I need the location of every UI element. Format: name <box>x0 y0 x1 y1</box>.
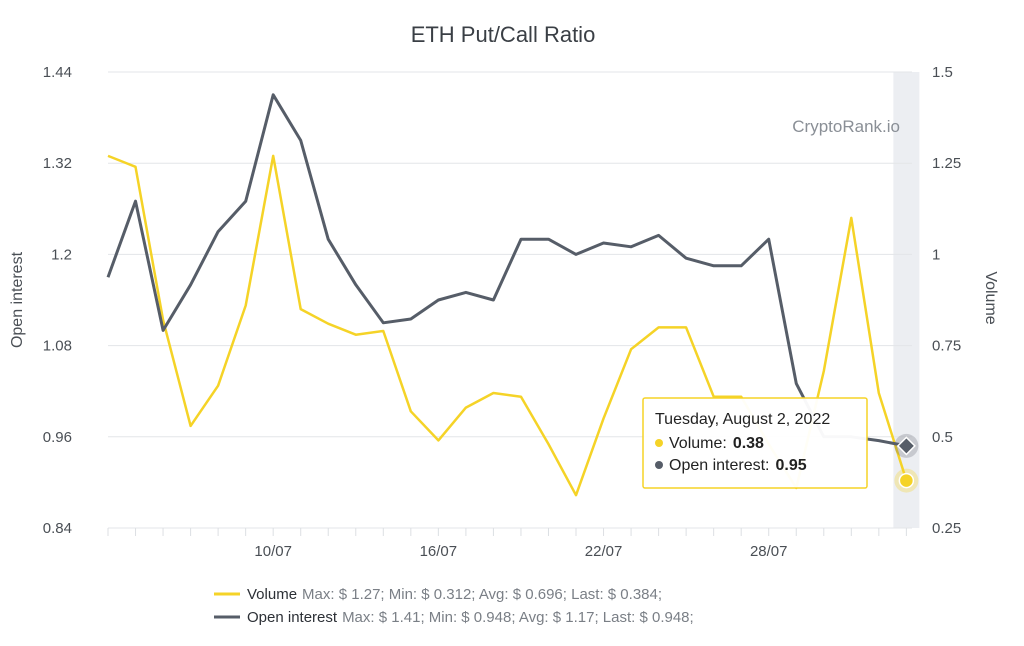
series-line-open-interest <box>106 93 907 448</box>
tooltip-swatch <box>655 461 663 469</box>
left-tick-label: 0.84 <box>43 520 72 537</box>
right-tick-label: 0.25 <box>932 520 961 537</box>
tooltip-swatch <box>655 439 663 447</box>
tooltip-row-value: 0.38 <box>733 435 764 452</box>
legend-stats: Max: $ 1.27; Min: $ 0.312; Avg: $ 0.696;… <box>302 586 662 603</box>
volume-marker <box>898 472 915 489</box>
legend-name: Volume <box>247 586 297 603</box>
tooltip-box <box>642 397 868 489</box>
tooltip-row: Open interest: 0.95 <box>669 457 807 474</box>
legend-entry: Volume Max: $ 1.27; Min: $ 0.312; Avg: $ … <box>247 586 662 603</box>
x-tick-label: 16/07 <box>420 543 458 560</box>
chart-title: ETH Put/Call Ratio <box>411 22 596 47</box>
x-tick-label: 10/07 <box>254 543 292 560</box>
left-axis-title: Open interest <box>9 251 26 348</box>
open-interest-marker <box>896 436 916 456</box>
x-tick-label: 22/07 <box>585 543 623 560</box>
tooltip-row: Volume: 0.38 <box>669 435 764 452</box>
x-tick-label: 28/07 <box>750 543 788 560</box>
tooltip-date: Tuesday, August 2, 2022 <box>655 411 830 428</box>
right-tick-label: 0.75 <box>932 338 961 355</box>
legend-name: Open interest <box>247 609 338 626</box>
right-tick-label: 0.5 <box>932 429 953 446</box>
left-tick-label: 1.44 <box>43 64 72 81</box>
right-tick-label: 1 <box>932 246 940 263</box>
tooltip-row-label: Volume: <box>669 435 727 452</box>
left-tick-label: 1.32 <box>43 155 72 172</box>
legend-entry: Open interest Max: $ 1.41; Min: $ 0.948; … <box>247 609 694 626</box>
right-tick-label: 1.5 <box>932 64 953 81</box>
left-tick-label: 1.2 <box>51 246 72 263</box>
left-tick-label: 0.96 <box>43 429 72 446</box>
hover-band <box>893 72 920 528</box>
right-tick-label: 1.25 <box>932 155 961 172</box>
watermark: CryptoRank.io <box>792 117 900 136</box>
tooltip-row-value: 0.95 <box>776 457 807 474</box>
tooltip-row-label: Open interest: <box>669 457 770 474</box>
legend-stats: Max: $ 1.41; Min: $ 0.948; Avg: $ 1.17; … <box>342 609 694 626</box>
right-axis-title: Volume <box>982 271 999 324</box>
left-tick-label: 1.08 <box>43 338 72 355</box>
